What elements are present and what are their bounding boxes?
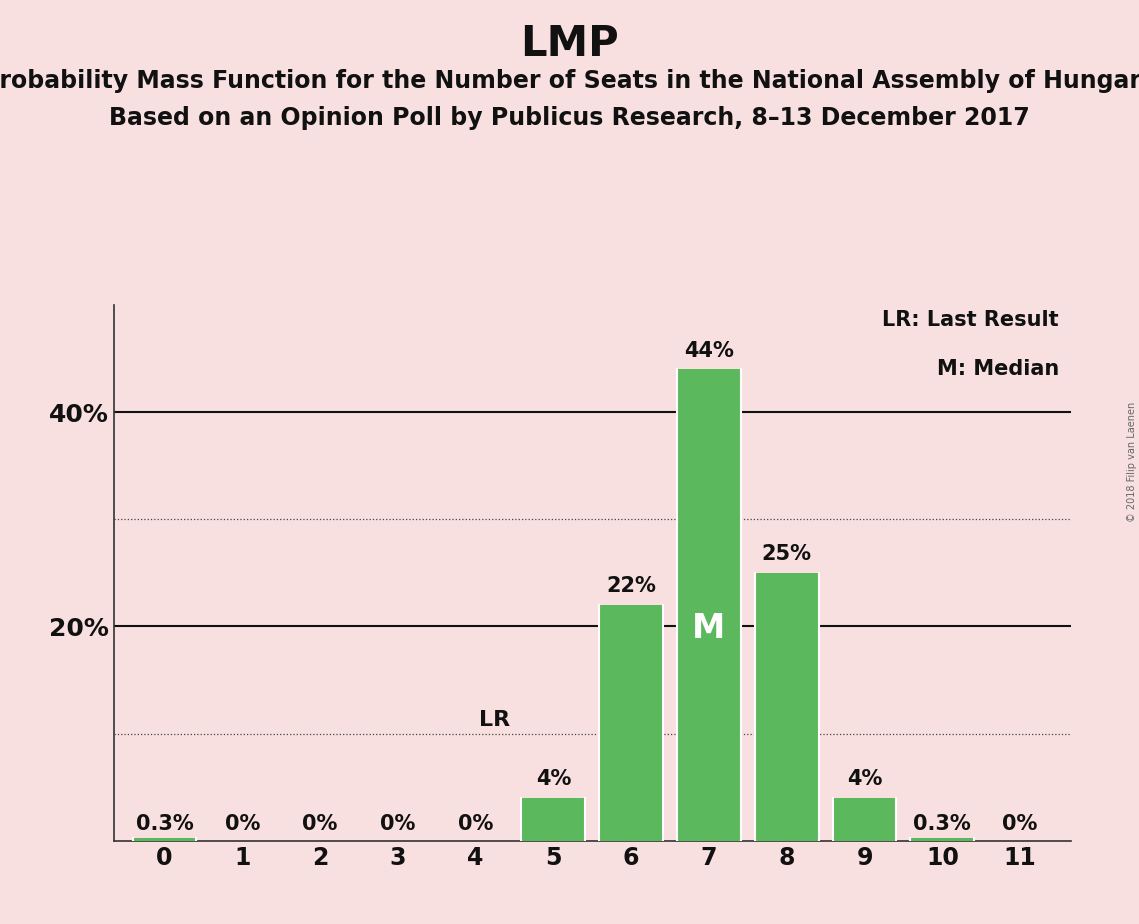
Text: LR: LR: [480, 711, 510, 731]
Text: Probability Mass Function for the Number of Seats in the National Assembly of Hu: Probability Mass Function for the Number…: [0, 69, 1139, 93]
Bar: [833, 798, 896, 841]
Bar: [522, 798, 585, 841]
Text: M: M: [693, 612, 726, 645]
Text: 0%: 0%: [302, 814, 338, 834]
Text: © 2018 Filip van Laenen: © 2018 Filip van Laenen: [1126, 402, 1137, 522]
Text: M: Median: M: Median: [936, 359, 1059, 379]
Text: 0%: 0%: [458, 814, 493, 834]
Text: LMP: LMP: [521, 23, 618, 65]
Text: 0.3%: 0.3%: [136, 814, 194, 834]
Text: 0%: 0%: [224, 814, 260, 834]
Bar: [677, 370, 740, 841]
Text: 0.3%: 0.3%: [913, 814, 972, 834]
Text: LR: Last Result: LR: Last Result: [883, 310, 1059, 330]
Bar: [599, 605, 663, 841]
Text: 0%: 0%: [380, 814, 416, 834]
Text: Based on an Opinion Poll by Publicus Research, 8–13 December 2017: Based on an Opinion Poll by Publicus Res…: [109, 106, 1030, 130]
Bar: [132, 838, 196, 841]
Text: 25%: 25%: [762, 544, 812, 565]
Text: 4%: 4%: [535, 770, 571, 789]
Bar: [910, 838, 974, 841]
Text: 4%: 4%: [846, 770, 883, 789]
Bar: [755, 573, 819, 841]
Text: 22%: 22%: [606, 577, 656, 597]
Text: 44%: 44%: [685, 341, 734, 360]
Text: 0%: 0%: [1002, 814, 1038, 834]
